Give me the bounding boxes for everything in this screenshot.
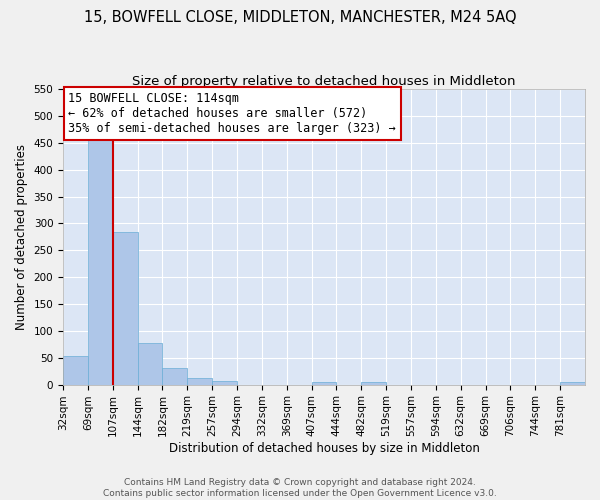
Text: 15 BOWFELL CLOSE: 114sqm
← 62% of detached houses are smaller (572)
35% of semi-: 15 BOWFELL CLOSE: 114sqm ← 62% of detach… [68, 92, 396, 135]
Bar [560, 382, 585, 384]
Bar [137, 342, 163, 384]
Bar [63, 356, 88, 384]
Title: Size of property relative to detached houses in Middleton: Size of property relative to detached ho… [132, 75, 516, 88]
Bar [163, 368, 187, 384]
Bar [311, 382, 337, 384]
Bar [113, 232, 137, 384]
Bar [88, 139, 113, 384]
Bar [361, 382, 386, 384]
Y-axis label: Number of detached properties: Number of detached properties [15, 144, 28, 330]
Text: Contains HM Land Registry data © Crown copyright and database right 2024.
Contai: Contains HM Land Registry data © Crown c… [103, 478, 497, 498]
X-axis label: Distribution of detached houses by size in Middleton: Distribution of detached houses by size … [169, 442, 479, 455]
Bar [212, 381, 237, 384]
Bar [187, 378, 212, 384]
Text: 15, BOWFELL CLOSE, MIDDLETON, MANCHESTER, M24 5AQ: 15, BOWFELL CLOSE, MIDDLETON, MANCHESTER… [83, 10, 517, 25]
